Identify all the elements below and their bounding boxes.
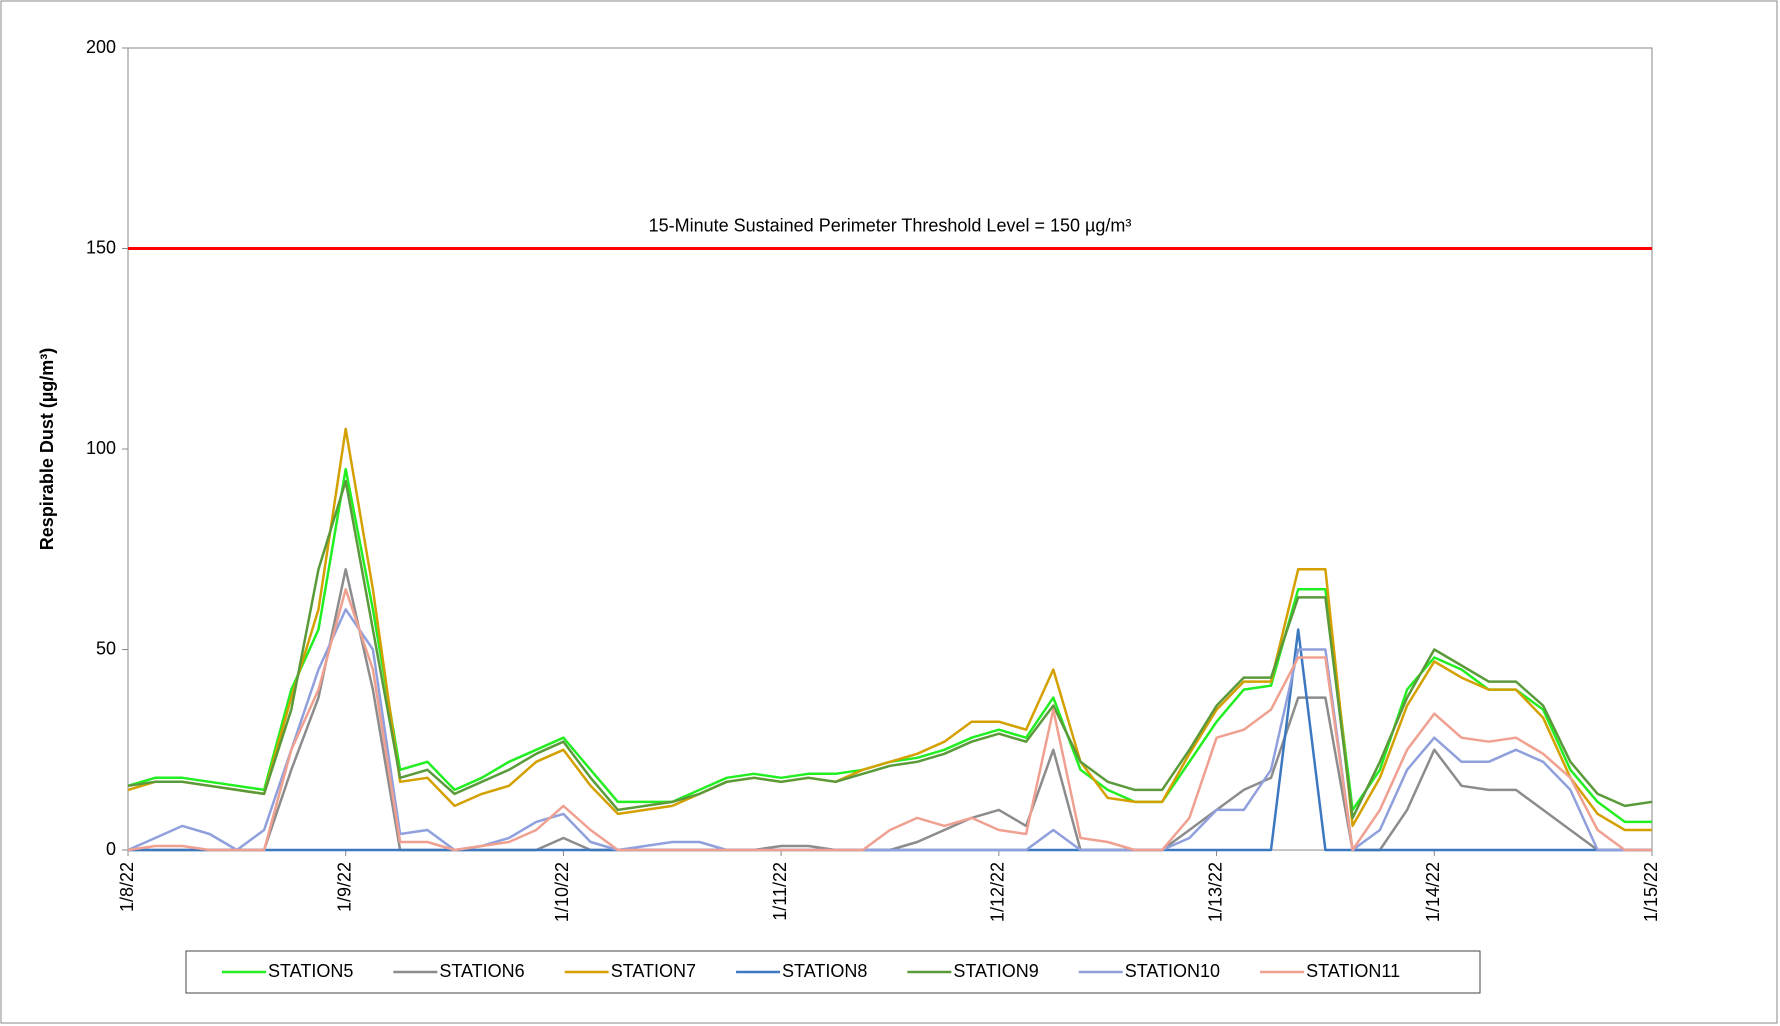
y-tick-label: 100 (86, 438, 116, 458)
x-tick-label: 1/11/22 (770, 862, 790, 921)
legend-label: STATION10 (1125, 961, 1220, 981)
legend-label: STATION5 (268, 961, 353, 981)
series-line (127, 427, 1652, 832)
x-tick-label: 1/13/22 (1205, 862, 1225, 922)
y-tick-label: 150 (86, 237, 116, 257)
legend-label: STATION7 (611, 961, 696, 981)
x-tick-label: 1/15/22 (1641, 862, 1661, 922)
x-tick-label: 1/8/22 (117, 862, 137, 912)
series-line (127, 588, 1652, 852)
series-line (127, 608, 1652, 852)
legend-label: STATION11 (1306, 961, 1400, 981)
x-tick-label: 1/14/22 (1423, 862, 1443, 922)
y-tick-label: 50 (96, 638, 116, 658)
x-tick-label: 1/9/22 (334, 862, 354, 912)
x-tick-label: 1/10/22 (552, 862, 572, 922)
legend-label: STATION6 (439, 961, 524, 981)
y-tick-label: 200 (86, 37, 116, 57)
threshold-label: 15-Minute Sustained Perimeter Threshold … (649, 215, 1132, 235)
y-axis-title: Respirable Dust (µg/m³) (37, 348, 57, 550)
y-tick-label: 0 (106, 839, 116, 859)
legend-label: STATION8 (782, 961, 867, 981)
series-line (127, 479, 1653, 820)
x-tick-label: 1/12/22 (988, 862, 1008, 922)
legend-label: STATION9 (953, 961, 1038, 981)
